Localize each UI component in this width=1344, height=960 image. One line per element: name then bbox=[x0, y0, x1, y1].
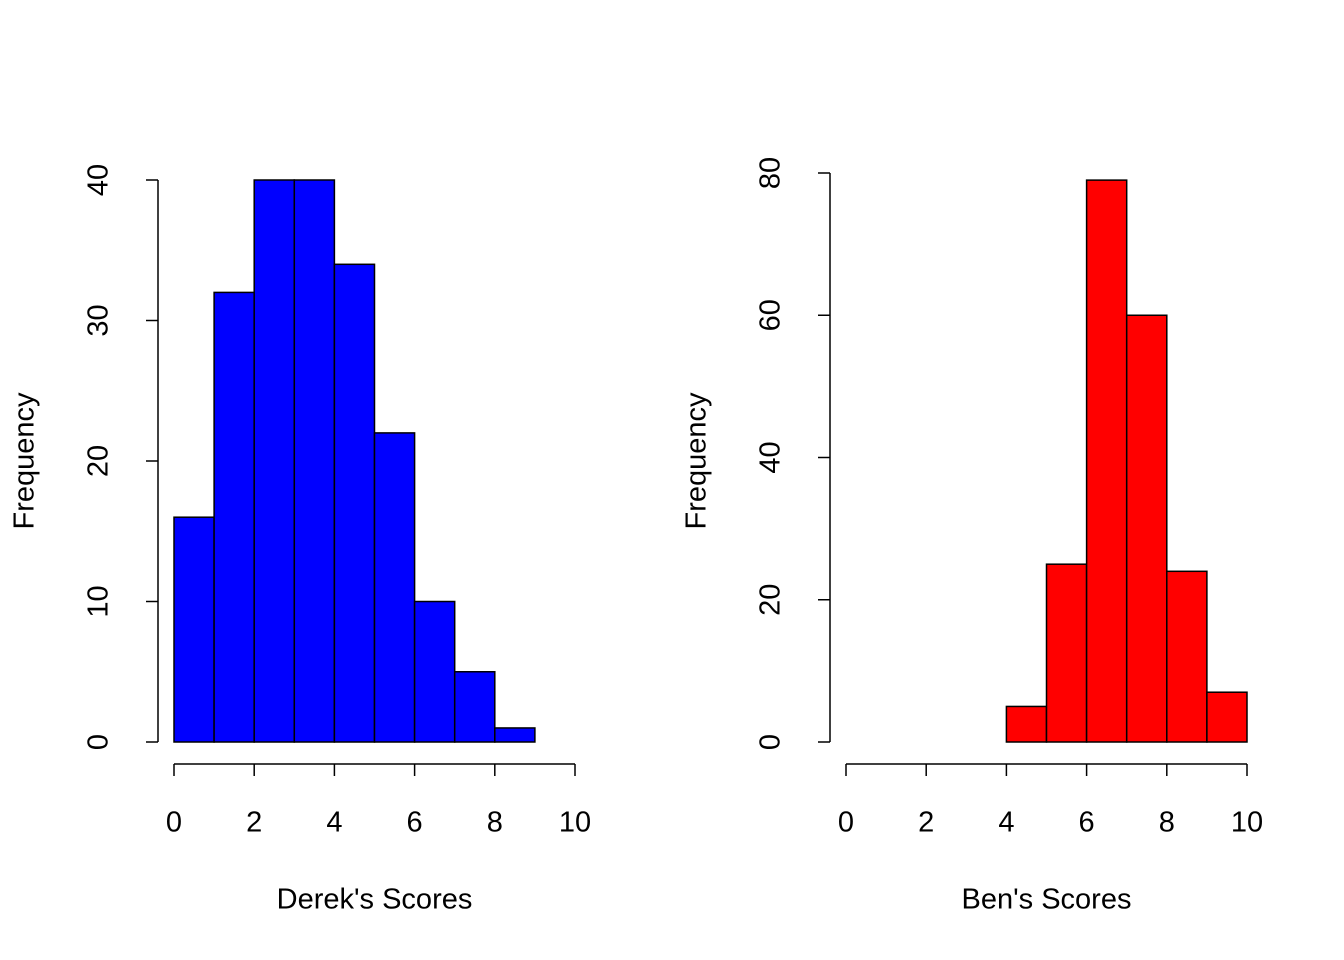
x-tick-label: 10 bbox=[1231, 807, 1263, 839]
x-tick-label: 8 bbox=[487, 807, 503, 839]
y-axis-label: Frequency bbox=[681, 392, 713, 530]
bar bbox=[213, 291, 255, 743]
x-tick-label: 6 bbox=[1079, 807, 1095, 839]
bar bbox=[333, 263, 376, 743]
x-tick-label: 0 bbox=[166, 807, 182, 839]
y-tick-label: 20 bbox=[83, 445, 115, 477]
x-tick-label: 2 bbox=[246, 807, 262, 839]
bar bbox=[1125, 314, 1168, 743]
bar bbox=[453, 671, 496, 743]
y-tick-label: 60 bbox=[755, 299, 787, 331]
x-tick-label: 4 bbox=[326, 807, 342, 839]
bar bbox=[1166, 570, 1208, 743]
bar bbox=[1085, 179, 1128, 743]
bar bbox=[173, 516, 215, 743]
x-axis-label: Derek's Scores bbox=[277, 884, 473, 916]
bar bbox=[1045, 563, 1088, 743]
y-tick-label: 80 bbox=[755, 157, 787, 189]
y-tick-label: 40 bbox=[755, 441, 787, 473]
y-tick-label: 30 bbox=[83, 304, 115, 336]
x-axis-label: Ben's Scores bbox=[962, 884, 1132, 916]
bar bbox=[494, 727, 536, 743]
x-tick-label: 8 bbox=[1159, 807, 1175, 839]
bar bbox=[373, 432, 416, 743]
bar bbox=[253, 179, 296, 743]
y-tick-label: 10 bbox=[83, 585, 115, 617]
y-tick-label: 0 bbox=[755, 734, 787, 750]
y-tick-label: 20 bbox=[755, 584, 787, 616]
bar bbox=[1005, 705, 1048, 743]
x-tick-label: 0 bbox=[838, 807, 854, 839]
x-tick-label: 4 bbox=[998, 807, 1014, 839]
bar bbox=[1206, 691, 1248, 743]
y-tick-label: 0 bbox=[83, 734, 115, 750]
x-tick-label: 10 bbox=[559, 807, 591, 839]
x-tick-label: 2 bbox=[918, 807, 934, 839]
y-tick-label: 40 bbox=[83, 164, 115, 196]
x-tick-label: 6 bbox=[407, 807, 423, 839]
y-axis-label: Frequency bbox=[9, 392, 41, 530]
bar bbox=[413, 600, 456, 743]
bar bbox=[293, 179, 336, 743]
